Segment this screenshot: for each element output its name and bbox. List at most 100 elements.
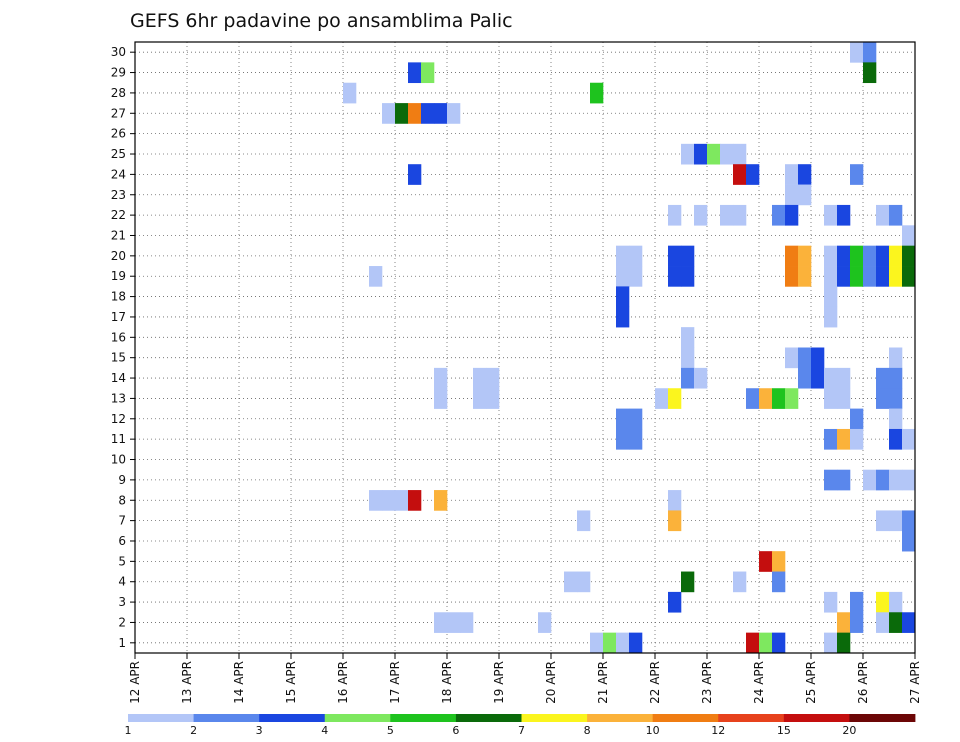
heatmap-cell — [785, 347, 799, 369]
heatmap-cell — [473, 388, 487, 409]
x-axis-ticks: 12 APR 13 APR 14 APR 15 APR 16 APR 17 APR 18 A… — [128, 653, 922, 704]
heatmap-cell — [382, 490, 396, 511]
heatmap-cell — [746, 164, 760, 185]
heatmap-cell — [850, 428, 864, 450]
heatmap-cell — [772, 571, 786, 593]
y-tick-label: 21 — [111, 228, 126, 242]
heatmap-cell — [421, 103, 435, 124]
colorbar-segment — [652, 714, 719, 722]
y-tick-label: 12 — [111, 412, 126, 426]
heatmap-cell — [668, 490, 682, 511]
heatmap-cell — [434, 388, 448, 409]
heatmap-cell — [889, 408, 903, 430]
heatmap-cell — [824, 388, 838, 409]
heatmap-cell — [902, 530, 916, 552]
heatmap-cell — [694, 367, 708, 389]
y-axis-ticks: 1234567891011121314151617181920212223242… — [111, 45, 135, 650]
heatmap-cell — [876, 510, 890, 532]
heatmap-cell — [629, 408, 643, 430]
y-tick-label: 1 — [118, 636, 126, 650]
heatmap-cell — [863, 245, 877, 267]
heatmap-cell — [668, 510, 682, 532]
heatmap-cell — [889, 347, 903, 369]
heatmap-cell — [876, 591, 890, 613]
y-tick-label: 7 — [118, 514, 126, 528]
heatmap-cell — [876, 367, 890, 389]
colorbar-segment — [849, 714, 916, 722]
y-tick-label: 4 — [118, 575, 126, 589]
heatmap-cell — [759, 551, 773, 572]
y-tick-label: 8 — [118, 493, 126, 507]
heatmap-cell — [863, 469, 877, 491]
heatmap-cell — [382, 103, 396, 124]
heatmap-cell — [902, 612, 916, 633]
y-tick-label: 9 — [118, 473, 126, 487]
heatmap-cell — [889, 367, 903, 389]
heatmap-cell — [369, 266, 383, 287]
x-tick-label: 24 APR — [752, 661, 766, 704]
heatmap-cell — [473, 367, 487, 389]
x-tick-label: 15 APR — [284, 661, 298, 704]
heatmap-cell — [707, 143, 721, 165]
heatmap-cell — [694, 143, 708, 165]
chart-title: GEFS 6hr padavine po ansamblima Palic — [130, 10, 513, 32]
heatmap-cell — [837, 388, 851, 409]
heatmap-cell — [447, 103, 461, 124]
heatmap-cell — [668, 591, 682, 613]
heatmap-cell — [629, 428, 643, 450]
colorbar-segment — [455, 714, 522, 722]
colorbar-label: 15 — [777, 724, 791, 737]
y-tick-label: 28 — [111, 86, 126, 100]
heatmap-cell — [772, 204, 786, 226]
colorbar-label: 8 — [584, 724, 591, 737]
heatmap-cell — [733, 164, 747, 185]
heatmap-cell — [837, 469, 851, 491]
x-tick-label: 19 APR — [492, 661, 506, 704]
heatmap-cell — [785, 266, 799, 287]
y-tick-label: 5 — [118, 554, 126, 568]
heatmap-cell — [343, 82, 357, 104]
colorbar-segment — [390, 714, 457, 722]
x-tick-label: 22 APR — [648, 661, 662, 704]
heatmap-cell — [850, 408, 864, 430]
heatmap-cell — [824, 266, 838, 287]
y-tick-label: 11 — [111, 432, 126, 446]
y-tick-label: 2 — [118, 615, 126, 629]
heatmap-cell — [798, 347, 812, 369]
heatmap-cell — [837, 612, 851, 633]
heatmap-cell — [616, 266, 630, 287]
heatmap-cell — [889, 510, 903, 532]
heatmap-cell — [811, 347, 825, 369]
colorbar-label: 12 — [711, 724, 725, 737]
heatmap-cell — [395, 490, 409, 511]
colorbar-segment — [587, 714, 654, 722]
colorbar-label: 4 — [321, 724, 328, 737]
heatmap-cell — [720, 204, 734, 226]
heatmap-cell — [824, 204, 838, 226]
colorbar-label: 3 — [256, 724, 263, 737]
x-tick-label: 27 APR — [908, 661, 922, 704]
heatmap-cell — [798, 184, 812, 206]
heatmap-cell — [785, 184, 799, 206]
heatmap-cell — [408, 62, 422, 84]
heatmap-cell — [863, 42, 877, 63]
colorbar-label: 1 — [125, 724, 132, 737]
heatmap-cell — [616, 306, 630, 328]
heatmap-cell — [720, 143, 734, 165]
heatmap-cell — [876, 204, 890, 226]
heatmap-cell — [434, 367, 448, 389]
heatmap-cell — [408, 164, 422, 185]
x-tick-label: 26 APR — [856, 661, 870, 704]
heatmap-cell — [668, 245, 682, 267]
heatmap-cell — [824, 428, 838, 450]
y-tick-label: 15 — [111, 351, 126, 365]
heatmap-cell — [668, 388, 682, 409]
y-tick-label: 30 — [111, 45, 126, 59]
heatmap-cell — [850, 591, 864, 613]
heatmap-cell — [876, 266, 890, 287]
heatmap-cell — [434, 103, 448, 124]
heatmap-cell — [837, 632, 851, 654]
y-tick-label: 27 — [111, 106, 126, 120]
heatmap-cell — [889, 612, 903, 633]
